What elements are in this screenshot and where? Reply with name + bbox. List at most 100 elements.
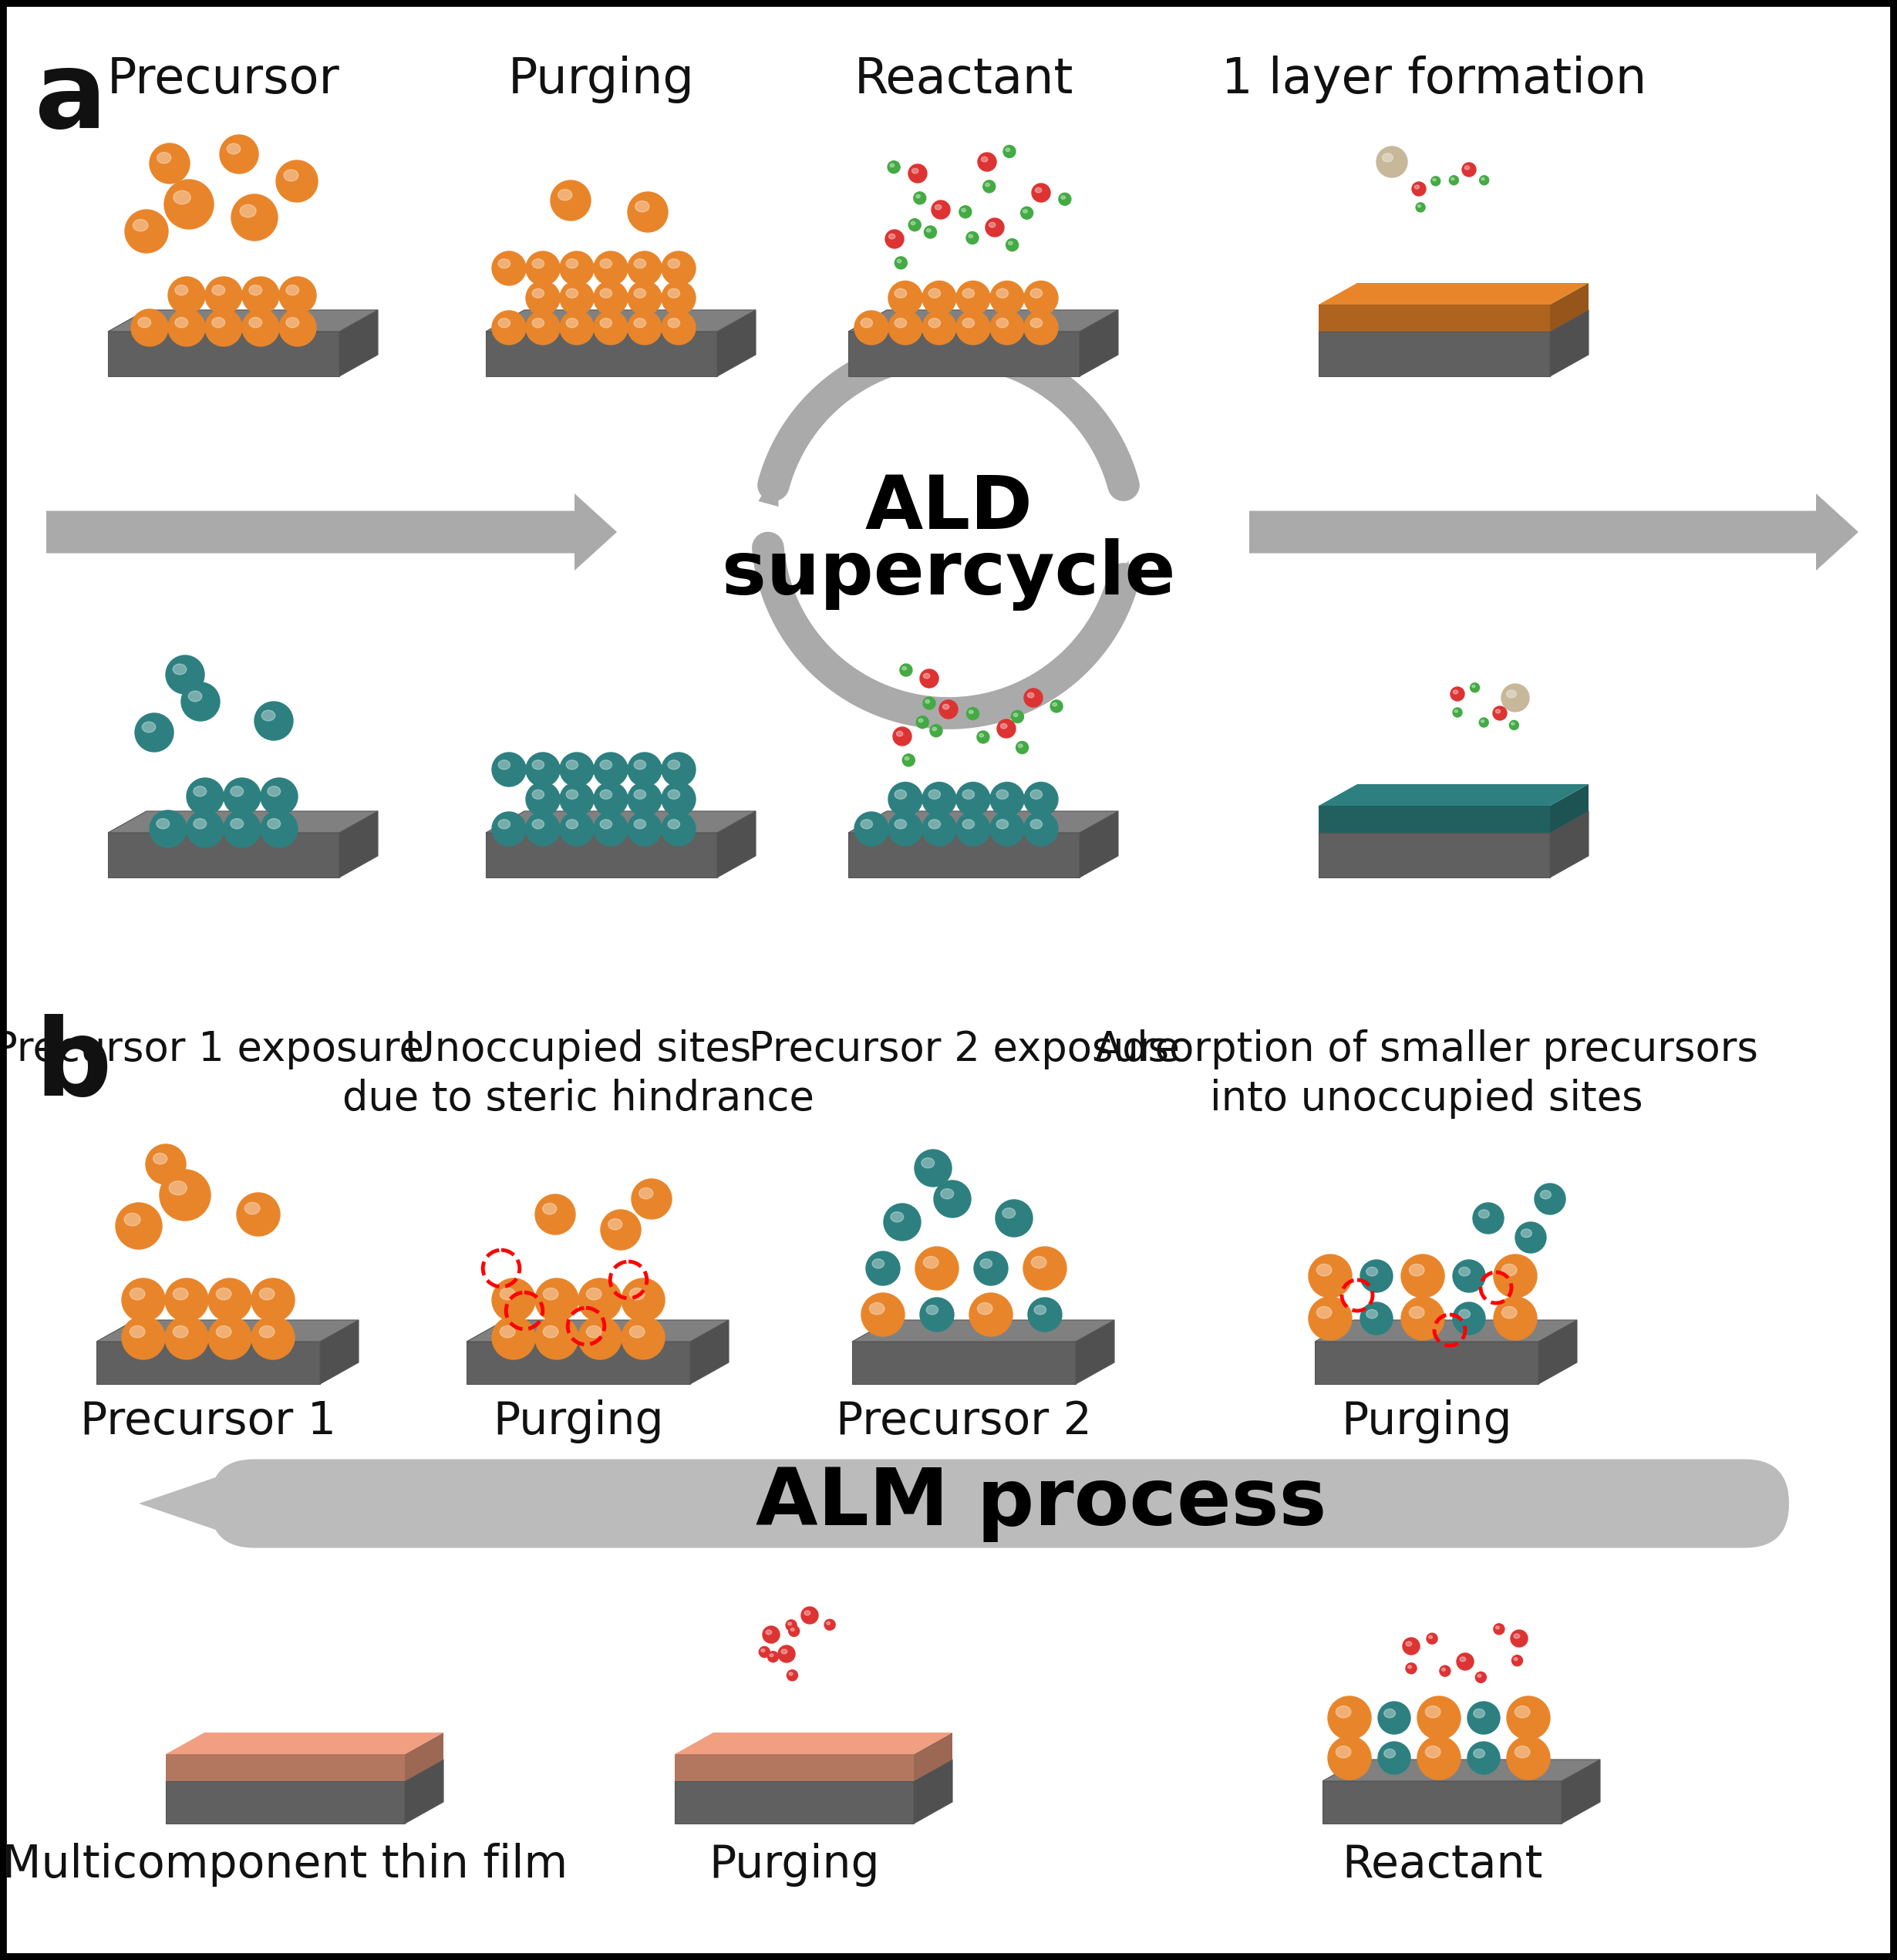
Ellipse shape xyxy=(173,1288,188,1299)
Circle shape xyxy=(224,809,260,847)
Circle shape xyxy=(1377,147,1408,176)
Ellipse shape xyxy=(175,318,188,327)
Ellipse shape xyxy=(1472,686,1476,688)
Circle shape xyxy=(260,778,298,815)
Circle shape xyxy=(150,809,186,847)
Circle shape xyxy=(224,778,260,815)
Circle shape xyxy=(169,310,205,347)
Ellipse shape xyxy=(1521,1229,1531,1237)
Text: Reactant: Reactant xyxy=(854,55,1074,104)
Text: Precursor 1 exposure: Precursor 1 exposure xyxy=(0,1029,423,1070)
Ellipse shape xyxy=(216,1288,231,1299)
Polygon shape xyxy=(340,811,378,878)
Ellipse shape xyxy=(286,284,300,296)
Circle shape xyxy=(916,1247,958,1290)
Ellipse shape xyxy=(230,786,243,796)
Ellipse shape xyxy=(890,165,893,167)
Ellipse shape xyxy=(499,760,510,770)
Text: 1 layer formation: 1 layer formation xyxy=(1222,55,1647,104)
Circle shape xyxy=(1051,700,1062,711)
Circle shape xyxy=(1506,1737,1550,1780)
Circle shape xyxy=(186,778,224,815)
Polygon shape xyxy=(1250,494,1859,570)
Circle shape xyxy=(1463,163,1476,176)
Polygon shape xyxy=(97,1319,359,1343)
Ellipse shape xyxy=(861,819,873,829)
Circle shape xyxy=(1032,184,1051,202)
Circle shape xyxy=(1457,1652,1474,1670)
Circle shape xyxy=(491,753,525,786)
Ellipse shape xyxy=(543,1288,558,1299)
Ellipse shape xyxy=(260,1325,275,1337)
Ellipse shape xyxy=(962,790,975,800)
Circle shape xyxy=(601,1209,641,1250)
Polygon shape xyxy=(486,310,755,331)
Ellipse shape xyxy=(286,318,300,327)
Circle shape xyxy=(628,312,662,345)
Ellipse shape xyxy=(1335,1705,1351,1717)
Ellipse shape xyxy=(1516,1746,1529,1758)
Circle shape xyxy=(186,809,224,847)
Circle shape xyxy=(922,811,956,847)
Ellipse shape xyxy=(157,153,171,163)
Circle shape xyxy=(909,220,920,231)
Circle shape xyxy=(279,276,317,314)
Circle shape xyxy=(1004,145,1015,157)
Ellipse shape xyxy=(761,1648,764,1652)
Ellipse shape xyxy=(668,760,679,770)
Ellipse shape xyxy=(979,733,983,737)
Ellipse shape xyxy=(905,757,909,760)
Ellipse shape xyxy=(1474,1709,1485,1717)
Circle shape xyxy=(939,700,958,719)
Ellipse shape xyxy=(1461,1656,1466,1662)
Ellipse shape xyxy=(1028,692,1034,698)
Circle shape xyxy=(550,180,590,221)
Ellipse shape xyxy=(533,318,544,327)
Polygon shape xyxy=(1315,1319,1576,1343)
Circle shape xyxy=(909,165,928,182)
Ellipse shape xyxy=(499,819,510,829)
Circle shape xyxy=(594,251,628,286)
Polygon shape xyxy=(1322,1760,1599,1782)
Ellipse shape xyxy=(193,819,207,829)
Circle shape xyxy=(1493,706,1506,719)
Circle shape xyxy=(801,1607,818,1623)
Polygon shape xyxy=(1108,561,1129,600)
Ellipse shape xyxy=(599,790,613,800)
Circle shape xyxy=(778,1644,795,1662)
Ellipse shape xyxy=(1464,167,1470,171)
Ellipse shape xyxy=(565,819,579,829)
Circle shape xyxy=(969,1294,1013,1337)
Polygon shape xyxy=(1079,310,1117,376)
Circle shape xyxy=(1440,1666,1451,1676)
Circle shape xyxy=(1328,1737,1372,1780)
Polygon shape xyxy=(848,310,1117,331)
Ellipse shape xyxy=(543,1325,558,1337)
Ellipse shape xyxy=(1030,819,1041,829)
Ellipse shape xyxy=(630,1288,645,1299)
Polygon shape xyxy=(486,833,717,878)
Circle shape xyxy=(787,1670,799,1682)
Ellipse shape xyxy=(1019,745,1022,747)
Circle shape xyxy=(977,731,990,743)
Ellipse shape xyxy=(245,1201,260,1215)
Text: ALD: ALD xyxy=(865,472,1032,545)
Circle shape xyxy=(279,310,317,347)
Ellipse shape xyxy=(1366,1309,1377,1319)
Ellipse shape xyxy=(188,692,201,702)
Ellipse shape xyxy=(533,790,544,800)
Circle shape xyxy=(895,257,907,269)
Ellipse shape xyxy=(1428,1635,1432,1639)
Ellipse shape xyxy=(1409,1264,1425,1276)
Polygon shape xyxy=(165,1733,444,1754)
Circle shape xyxy=(125,210,169,253)
Circle shape xyxy=(1024,688,1043,708)
Ellipse shape xyxy=(1482,719,1483,723)
Circle shape xyxy=(956,782,990,815)
Ellipse shape xyxy=(895,790,907,800)
Circle shape xyxy=(1406,1662,1417,1674)
Ellipse shape xyxy=(1432,178,1436,180)
Circle shape xyxy=(254,702,292,741)
Circle shape xyxy=(594,811,628,847)
Polygon shape xyxy=(852,1319,1114,1343)
